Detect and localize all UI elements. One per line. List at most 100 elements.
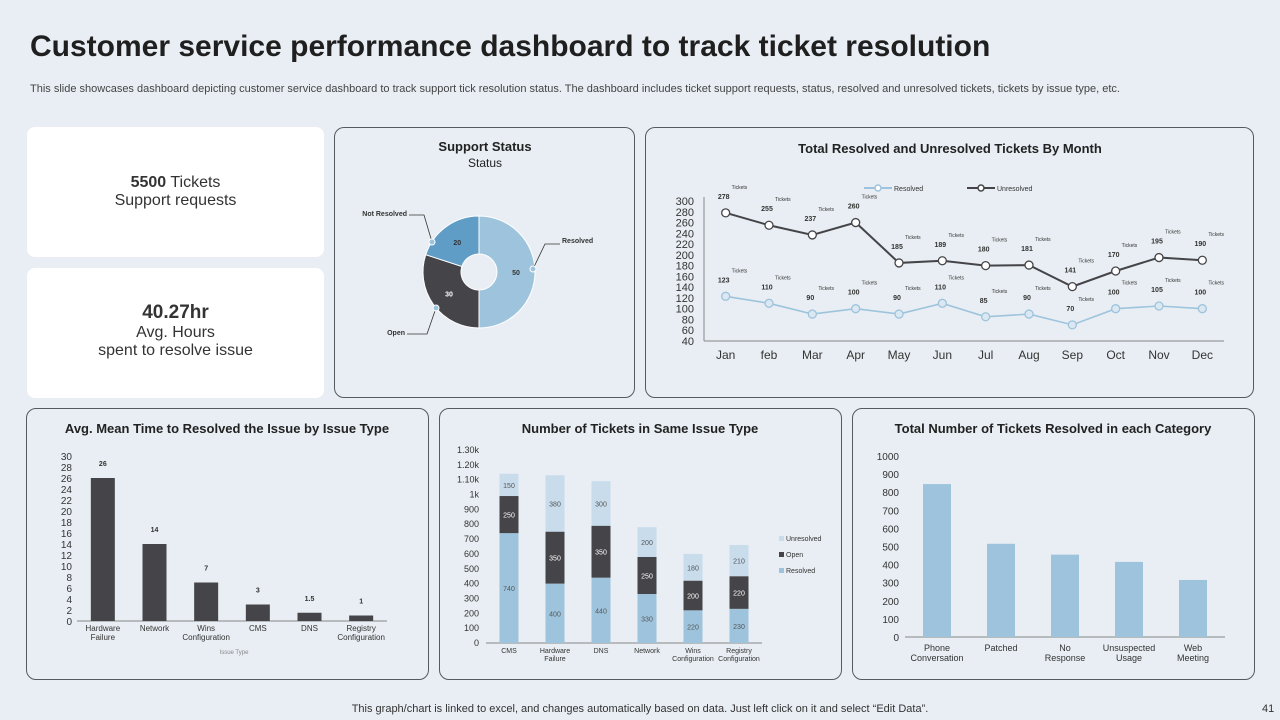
segment-value-label: 250	[641, 573, 653, 580]
monthly-tickets-chart[interactable]: Total Resolved and Unresolved Tickets By…	[646, 128, 1255, 399]
pie-slice-open	[422, 254, 480, 329]
stacked-bar-segment-unresolved	[591, 481, 611, 526]
bar	[349, 615, 374, 621]
y-tick-label: 240	[676, 228, 694, 240]
hours-kpi-label2: spent to resolve issue	[98, 342, 253, 359]
data-label: 278	[718, 194, 730, 201]
legend-swatch	[779, 536, 784, 541]
data-point	[1111, 266, 1121, 276]
resolved-category-chart[interactable]: Total Number of Tickets Resolved in each…	[853, 409, 1256, 681]
chart-title: Total Resolved and Unresolved Tickets By…	[798, 141, 1102, 156]
x-tick-label: Jun	[933, 348, 952, 362]
segment-value-label: 230	[733, 624, 745, 631]
hours-kpi-value: 40.27hr	[142, 302, 209, 323]
segment-value-label: 300	[595, 501, 607, 508]
data-label: 90	[806, 295, 814, 302]
mean-time-chart[interactable]: Avg. Mean Time to Resolved the Issue by …	[27, 409, 430, 681]
x-tick-label: Configuration	[182, 633, 230, 642]
x-tick-label: Sep	[1062, 348, 1084, 362]
y-tick-label: 40	[682, 336, 694, 348]
support-status-panel: Support Status Status 50 30 20 Resolved Open No…	[334, 127, 635, 398]
stacked-bar-segment-open	[637, 556, 657, 595]
support-status-chart[interactable]: Support Status Status 50 30 20 Resolved Open No…	[335, 128, 636, 399]
y-tick-label: 160	[676, 271, 694, 283]
x-tick-label: Wins	[685, 648, 701, 655]
y-tick-label: 800	[882, 488, 899, 499]
y-tick-label: 400	[464, 579, 479, 589]
y-tick-label: 500	[464, 564, 479, 574]
data-label-unit: Tickets	[905, 235, 921, 241]
data-label: 123	[718, 277, 730, 284]
legend-resolved-marker	[874, 184, 882, 192]
data-label-unit: Tickets	[948, 275, 964, 281]
y-tick-label: 1000	[877, 452, 900, 463]
data-point	[764, 220, 774, 230]
data-label: 170	[1108, 252, 1120, 259]
y-tick-label: 0	[893, 633, 899, 644]
chart-title: Support Status	[438, 139, 531, 154]
stacked-bar-segment-open	[545, 531, 565, 584]
monthly-tickets-panel: Total Resolved and Unresolved Tickets By…	[645, 127, 1254, 398]
pie-category-label: Resolved	[562, 238, 593, 245]
data-point	[1197, 304, 1207, 314]
segment-value-label: 220	[733, 591, 745, 598]
x-tick-label: Jan	[716, 348, 735, 362]
data-label: 110	[761, 284, 772, 291]
leader-dot	[432, 304, 440, 312]
stacked-bar-segment-unresolved	[545, 475, 565, 532]
data-label-unit: Tickets	[1078, 259, 1094, 265]
data-point	[807, 309, 817, 319]
x-tick-label: Configuration	[672, 656, 714, 663]
data-label-unit: Tickets	[1122, 281, 1138, 287]
legend-swatch	[779, 552, 784, 557]
segment-value-label: 250	[503, 513, 515, 520]
legend-label: Resolved	[894, 186, 923, 193]
y-tick-label: 100	[676, 304, 694, 316]
y-tick-label: 120	[676, 293, 694, 305]
x-tick-label: Jul	[978, 348, 993, 362]
data-point	[807, 230, 817, 240]
pie-value-label: 30	[445, 292, 453, 299]
y-tick-label: 1.20k	[457, 460, 480, 470]
leader-dot	[529, 265, 537, 273]
issue-type-chart[interactable]: Number of Tickets in Same Issue Type 0 100…	[440, 409, 843, 681]
y-tick-label: 8	[66, 573, 72, 584]
data-point	[1197, 255, 1207, 265]
segment-value-label: 740	[503, 586, 515, 593]
y-tick-label: 80	[682, 314, 694, 326]
chart-title: Avg. Mean Time to Resolved the Issue by …	[65, 421, 389, 436]
y-tick-label: 30	[61, 452, 73, 463]
pie-value-label: 20	[453, 240, 461, 247]
y-tick-label: 100	[882, 615, 899, 626]
hours-kpi-label1: Avg. Hours	[136, 324, 215, 341]
stacked-bar-segment-resolved	[499, 533, 519, 643]
y-tick-label: 300	[882, 579, 899, 590]
y-tick-label: 400	[882, 561, 899, 572]
x-tick-label: May	[888, 348, 911, 362]
segment-value-label: 200	[641, 540, 653, 547]
bar-value-label: 1.5	[305, 596, 315, 603]
leader-dot	[428, 238, 436, 246]
legend-label: Open	[786, 552, 803, 559]
data-label: 260	[848, 204, 860, 211]
segment-value-label: 210	[733, 559, 745, 566]
stacked-bar-segment-resolved	[591, 577, 611, 643]
issue-type-panel: Number of Tickets in Same Issue Type 0 100…	[439, 408, 842, 680]
data-label-unit: Tickets	[1208, 232, 1224, 238]
x-tick-label: Network	[140, 624, 170, 633]
y-tick-label: 100	[464, 623, 479, 633]
data-point	[937, 298, 947, 308]
data-point	[721, 291, 731, 301]
data-label-unit: Tickets	[732, 268, 748, 274]
data-point	[894, 309, 904, 319]
y-tick-label: 900	[882, 470, 899, 481]
page-subtitle: This slide showcases dashboard depicting…	[30, 83, 1120, 95]
y-tick-label: 4	[66, 595, 72, 606]
x-tick-label: Registry	[726, 648, 752, 655]
x-tick-label: Wins	[197, 624, 215, 633]
y-tick-label: 280	[676, 207, 694, 219]
legend-swatch	[779, 568, 784, 573]
segment-value-label: 350	[595, 550, 607, 557]
segment-value-label: 200	[687, 593, 699, 600]
y-tick-label: 900	[464, 504, 479, 514]
